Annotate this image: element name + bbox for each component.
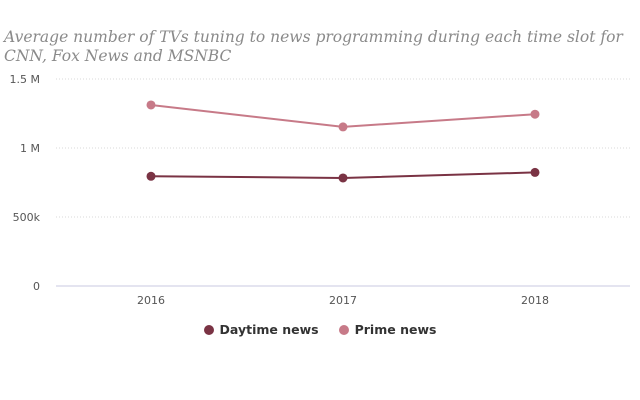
- chart-title: Average number of TVs tuning to news pro…: [4, 28, 623, 65]
- x-tick-label: 2017: [329, 294, 357, 307]
- data-point: [146, 171, 156, 181]
- y-axis-ticks: 0 500k 1 M 1.5 M: [10, 73, 41, 293]
- y-tick-label: 0: [33, 280, 40, 293]
- legend-label: Daytime news: [219, 322, 319, 337]
- legend: Daytime news Prime news: [0, 322, 640, 337]
- data-point: [530, 109, 540, 119]
- series-group: [146, 100, 540, 183]
- x-tick-label: 2018: [521, 294, 549, 307]
- x-axis: 2016 2017 2018: [56, 285, 630, 307]
- data-point: [530, 167, 540, 177]
- x-tick-label: 2016: [137, 294, 165, 307]
- data-point: [338, 173, 348, 183]
- legend-marker-icon: [203, 324, 214, 335]
- data-point: [338, 122, 348, 132]
- grid-lines: [56, 78, 630, 218]
- legend-item[interactable]: Prime news: [338, 322, 437, 337]
- data-point: [146, 100, 156, 110]
- y-tick-label: 500k: [13, 211, 41, 224]
- y-tick-label: 1.5 M: [10, 73, 40, 86]
- legend-marker-icon: [338, 324, 349, 335]
- legend-item[interactable]: Daytime news: [203, 322, 319, 337]
- legend-label: Prime news: [354, 322, 437, 337]
- y-tick-label: 1 M: [20, 142, 40, 155]
